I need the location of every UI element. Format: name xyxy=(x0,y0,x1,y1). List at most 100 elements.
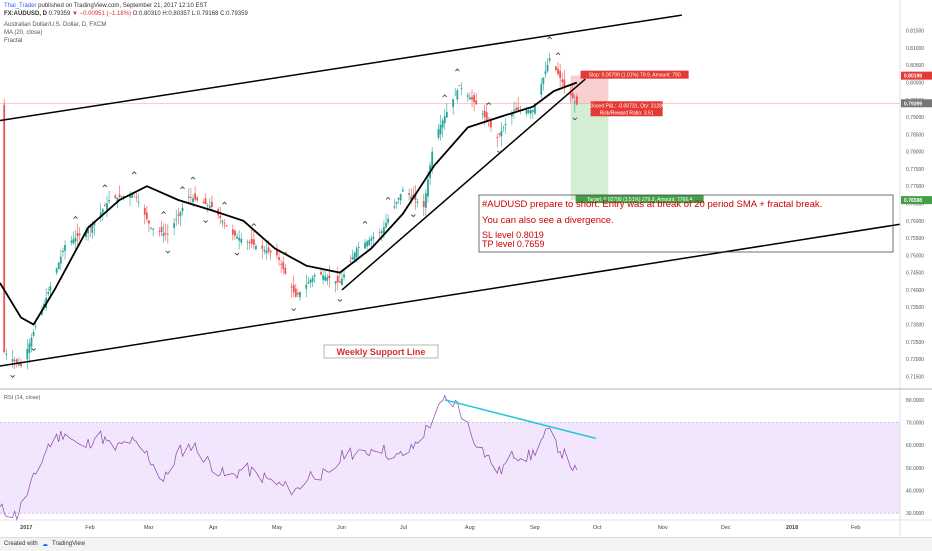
fractal-up-icon xyxy=(180,186,185,190)
stop-label: Stop: 0.00799 (1.01%) 79.9, Amount: 790 xyxy=(589,73,681,79)
time-tick-label: Dec xyxy=(721,525,731,531)
rsi-tick-label: 70.0000 xyxy=(906,420,924,426)
candle-body xyxy=(236,236,238,239)
time-tick-label: Jun xyxy=(337,525,346,531)
rsi-tick-label: 40.0000 xyxy=(906,489,924,495)
fractal-down-icon xyxy=(165,250,171,254)
candle-body xyxy=(194,193,197,200)
candle-body xyxy=(252,239,255,245)
candle-body xyxy=(3,104,6,353)
candle-body xyxy=(72,239,75,244)
author-link[interactable]: Thai_Trader xyxy=(4,3,37,9)
candle-body xyxy=(343,274,345,278)
candle-body xyxy=(91,224,94,233)
candle-body xyxy=(456,90,459,100)
candle-body xyxy=(368,239,371,246)
candle-body xyxy=(89,226,92,228)
candle-body xyxy=(255,245,257,250)
candle-body xyxy=(179,211,182,217)
fractal-up-icon xyxy=(385,196,391,200)
candle-body xyxy=(162,232,165,236)
candle-body xyxy=(534,103,536,114)
candle-body xyxy=(305,284,308,289)
candle-body xyxy=(263,249,266,252)
candle-body xyxy=(70,240,73,243)
price-tick-label: 0.75500 xyxy=(906,236,924,242)
candle-body xyxy=(145,212,148,220)
candle-body xyxy=(445,111,448,118)
candle-body xyxy=(204,198,207,205)
tradingview-logo-icon[interactable]: ☁ xyxy=(42,542,48,548)
rsi-tick-label: 60.0000 xyxy=(906,443,924,449)
candle-body xyxy=(278,257,280,260)
candle-body xyxy=(294,288,297,297)
fractal-down-icon xyxy=(203,220,208,224)
target-label: Target: 0.02799 (3.51%) 279.9, Amount: 2… xyxy=(587,197,693,203)
candle-body xyxy=(11,359,14,362)
candle-body xyxy=(32,332,35,336)
candle-body xyxy=(515,108,517,111)
price-tick-label: 0.76500 xyxy=(906,202,924,208)
candle-body xyxy=(265,250,268,254)
candle-body xyxy=(15,359,18,363)
price-tick-label: 0.73000 xyxy=(906,323,924,329)
footer-bar: Created with ☁ TradingView xyxy=(0,537,932,551)
candle-body xyxy=(267,247,270,252)
main-price-pane[interactable]: Stop: 0.00799 (1.01%) 79.9, Amount: 790 C… xyxy=(0,14,901,378)
time-tick-label: 2017 xyxy=(20,525,32,531)
fractal-up-icon xyxy=(442,94,448,98)
entry-price-badge-bg xyxy=(901,99,932,108)
change-value: ▼ −0.00951 (−1.18%) xyxy=(72,11,132,17)
candle-body xyxy=(225,225,228,227)
candle-body xyxy=(131,193,134,199)
support-label-box xyxy=(323,344,439,359)
price-tick-label: 0.80000 xyxy=(906,81,924,87)
candle-body xyxy=(544,71,547,75)
candle-body xyxy=(221,220,224,223)
candle-body xyxy=(353,252,356,260)
time-tick-label: Feb xyxy=(85,525,94,531)
annotation-line: #AUDUSD prepare to short. Entry was at b… xyxy=(482,199,822,210)
candle-body xyxy=(307,282,310,284)
candle-body xyxy=(573,101,576,103)
candle-body xyxy=(276,249,278,256)
price-tick-label: 0.74000 xyxy=(906,288,924,294)
candle-body xyxy=(284,268,287,274)
candle-body xyxy=(569,93,572,96)
time-tick-label: Feb xyxy=(851,525,860,531)
candle-body xyxy=(313,275,316,277)
candle-body xyxy=(475,100,478,105)
candle-body xyxy=(431,151,434,170)
time-tick-label: May xyxy=(272,525,283,531)
target-price-badge: 0.76598 xyxy=(904,198,922,204)
price-tick-label: 0.72500 xyxy=(906,340,924,346)
rsi-pane[interactable]: RSI (14, close) xyxy=(0,394,900,521)
candle-body xyxy=(513,110,515,112)
candle-body xyxy=(292,284,295,293)
candle-body xyxy=(485,112,488,121)
candle-body xyxy=(437,129,440,138)
ohlc-values: O:0.80310 H:0.80357 L:0.79168 C:0.79359 xyxy=(132,11,248,17)
indicator-ma-label[interactable]: MA (20, close) xyxy=(4,30,43,36)
candle-body xyxy=(324,276,327,281)
candle-body xyxy=(454,94,457,96)
candle-body xyxy=(571,93,574,99)
time-tick-label: Jul xyxy=(400,525,407,531)
fractal-up-icon xyxy=(131,171,137,175)
candle-body xyxy=(410,196,413,200)
indicator-fractal-label[interactable]: Fractal xyxy=(4,38,23,44)
candle-body xyxy=(78,233,81,235)
candle-body xyxy=(483,110,486,118)
candle-body xyxy=(43,303,45,307)
candle-body xyxy=(422,201,425,207)
risk-reward-label-bg xyxy=(590,108,663,117)
candle-body xyxy=(364,242,366,249)
candle-body xyxy=(240,238,243,243)
ma-20-line xyxy=(0,81,578,326)
price-tick-label: 0.72000 xyxy=(906,357,924,363)
publish-line: Thai_Trader published on TradingView.com… xyxy=(4,3,207,9)
take-profit-zone xyxy=(570,103,609,201)
tradingview-brand[interactable]: TradingView xyxy=(52,541,86,547)
chart-title: Australian Dollar/U.S. Dollar, D, FXCM xyxy=(4,22,107,28)
candle-body xyxy=(471,96,473,100)
